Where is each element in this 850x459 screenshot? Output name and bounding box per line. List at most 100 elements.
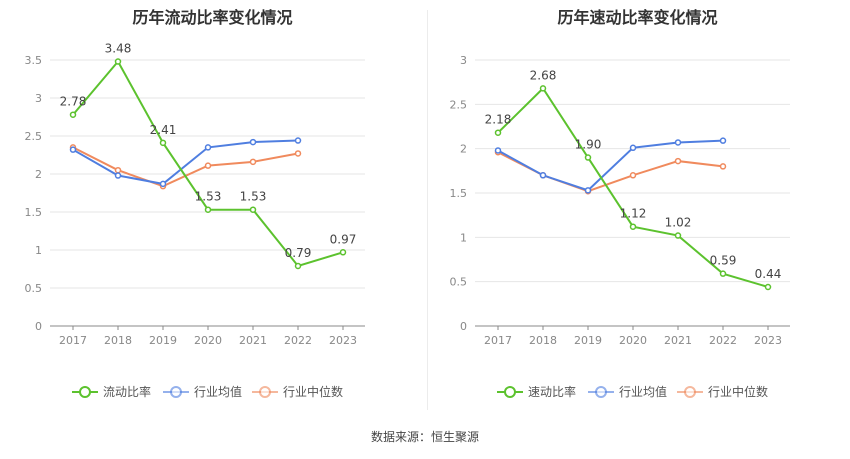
industry-average-series-line <box>72 139 299 185</box>
legend-marker <box>79 386 91 398</box>
main-series-point <box>674 232 682 239</box>
panel-divider <box>427 10 428 410</box>
main-series-point <box>159 139 167 147</box>
y-tick-label: 0.5 <box>450 276 468 289</box>
x-tick-label: 2020 <box>194 334 222 347</box>
x-tick-label: 2023 <box>754 334 782 347</box>
data-label: 2.78 <box>60 95 87 109</box>
y-tick-label: 2.5 <box>450 98 468 111</box>
data-label: 0.59 <box>710 254 737 268</box>
industry-average-series-point <box>629 144 637 152</box>
data-label: 1.02 <box>665 216 692 230</box>
data-label: 0.79 <box>285 246 312 260</box>
legend-item-industry-median-series[interactable]: 行业中位数 <box>677 384 768 399</box>
chart-title: 历年流动比率变化情况 <box>132 8 293 27</box>
y-tick-label: 3 <box>35 92 42 105</box>
main-series-point <box>584 154 592 161</box>
industry-average-series-point <box>539 172 547 179</box>
industry-average-series-point <box>494 147 502 154</box>
y-tick-label: 0 <box>460 320 467 333</box>
industry-median-series-point <box>629 172 637 179</box>
quick-ratio-panel: 历年速动比率变化情况 0 0.5 1 1.5 2 2.5 3 2017 2018 2019 2020… <box>425 0 850 420</box>
industry-median-series-point <box>719 163 727 170</box>
data-label: 1.12 <box>620 207 647 221</box>
industry-average-series-line <box>497 139 724 192</box>
y-tick-label: 2 <box>460 143 467 156</box>
industry-average-series-point <box>719 137 727 144</box>
x-tick-label: 2017 <box>59 334 87 347</box>
industry-average-series-point <box>249 138 257 146</box>
industry-average-series-point <box>584 187 592 194</box>
x-tick-label: 2017 <box>484 334 512 347</box>
data-source: 数据来源：恒生聚源 <box>370 430 479 444</box>
main-series-point <box>69 111 77 118</box>
industry-average-series-point <box>674 139 682 146</box>
y-tick-label: 0 <box>35 320 42 333</box>
main-series-point <box>539 85 547 92</box>
main-series-point <box>494 129 502 136</box>
y-tick-label: 3.5 <box>25 54 43 67</box>
y-tick-label: 1.5 <box>25 206 43 219</box>
main-series-point <box>114 58 122 65</box>
x-tick-label: 2021 <box>239 334 267 347</box>
legend-item-industry-average-series[interactable]: 行业均值 <box>163 384 242 399</box>
y-tick-label: 1 <box>460 231 467 244</box>
data-label: 1.53 <box>240 190 267 204</box>
industry-average-series-point <box>114 172 122 179</box>
data-label: 0.44 <box>755 267 782 281</box>
current-ratio-chart: 0 0.5 1 1.5 2 2.5 3 3.5 2017 2018 2019 2020 2021 2022… <box>25 42 365 399</box>
data-label: 0.97 <box>330 232 357 246</box>
legend-marker <box>684 386 696 398</box>
current-ratio-panel: 历年流动比率变化情况 0 0.5 1 1.5 2 2.5 3 3.5 2017 2018 2019 2… <box>0 0 425 420</box>
y-tick-label: 1.5 <box>450 187 468 200</box>
data-label: 2.68 <box>530 68 557 82</box>
data-label: 1.53 <box>195 190 222 204</box>
industry-median-series-point <box>674 157 682 165</box>
legend-label: 行业均值 <box>619 384 667 399</box>
x-tick-label: 2019 <box>574 334 602 347</box>
main-series-point <box>629 223 637 230</box>
legend-item-industry-average-series[interactable]: 行业均值 <box>588 384 667 399</box>
legend-label: 行业中位数 <box>708 384 768 399</box>
main-series-point <box>764 283 772 291</box>
main-series-point <box>249 206 257 213</box>
x-tick-label: 2023 <box>329 334 357 347</box>
x-tick-label: 2021 <box>664 334 692 347</box>
legend-item-industry-median-series[interactable]: 行业中位数 <box>252 384 343 399</box>
main-series-point <box>339 249 347 256</box>
y-tick-label: 2.5 <box>25 130 43 143</box>
data-label: 2.41 <box>150 123 177 137</box>
legend-marker <box>595 386 607 398</box>
legend-item-main-series[interactable]: 速动比率 <box>497 384 576 399</box>
industry-median-series-point <box>204 162 212 169</box>
industry-median-series-line <box>497 151 724 193</box>
main-series-point <box>204 206 212 213</box>
legend-item-main-series[interactable]: 流动比率 <box>72 384 151 399</box>
x-tick-label: 2018 <box>529 334 557 347</box>
legend-marker <box>259 386 271 398</box>
x-tick-label: 2018 <box>104 334 132 347</box>
industry-average-series-point <box>69 146 77 153</box>
chart-title: 历年速动比率变化情况 <box>557 8 718 27</box>
legend-label: 流动比率 <box>103 384 151 399</box>
x-tick-label: 2022 <box>709 334 737 347</box>
y-tick-label: 2 <box>35 168 42 181</box>
x-tick-label: 2020 <box>619 334 647 347</box>
legend-marker <box>170 386 182 398</box>
main-series-point <box>719 270 727 277</box>
data-label: 3.48 <box>105 42 132 56</box>
legend-label: 行业中位数 <box>283 384 343 399</box>
data-label: 1.90 <box>575 138 602 152</box>
quick-ratio-chart: 0 0.5 1 1.5 2 2.5 3 2017 2018 2019 2020 2021 2022 202… <box>450 54 790 399</box>
industry-median-series-point <box>114 166 122 174</box>
y-tick-label: 1 <box>35 244 42 257</box>
x-tick-label: 2019 <box>149 334 177 347</box>
legend-label: 行业均值 <box>194 384 242 399</box>
legend-marker <box>504 386 516 398</box>
y-tick-label: 0.5 <box>25 282 43 295</box>
industry-average-series-point <box>204 144 212 151</box>
industry-median-series-point <box>294 150 302 157</box>
main-series-point <box>294 262 302 270</box>
data-label: 2.18 <box>485 113 512 127</box>
industry-median-series-point <box>249 158 257 166</box>
